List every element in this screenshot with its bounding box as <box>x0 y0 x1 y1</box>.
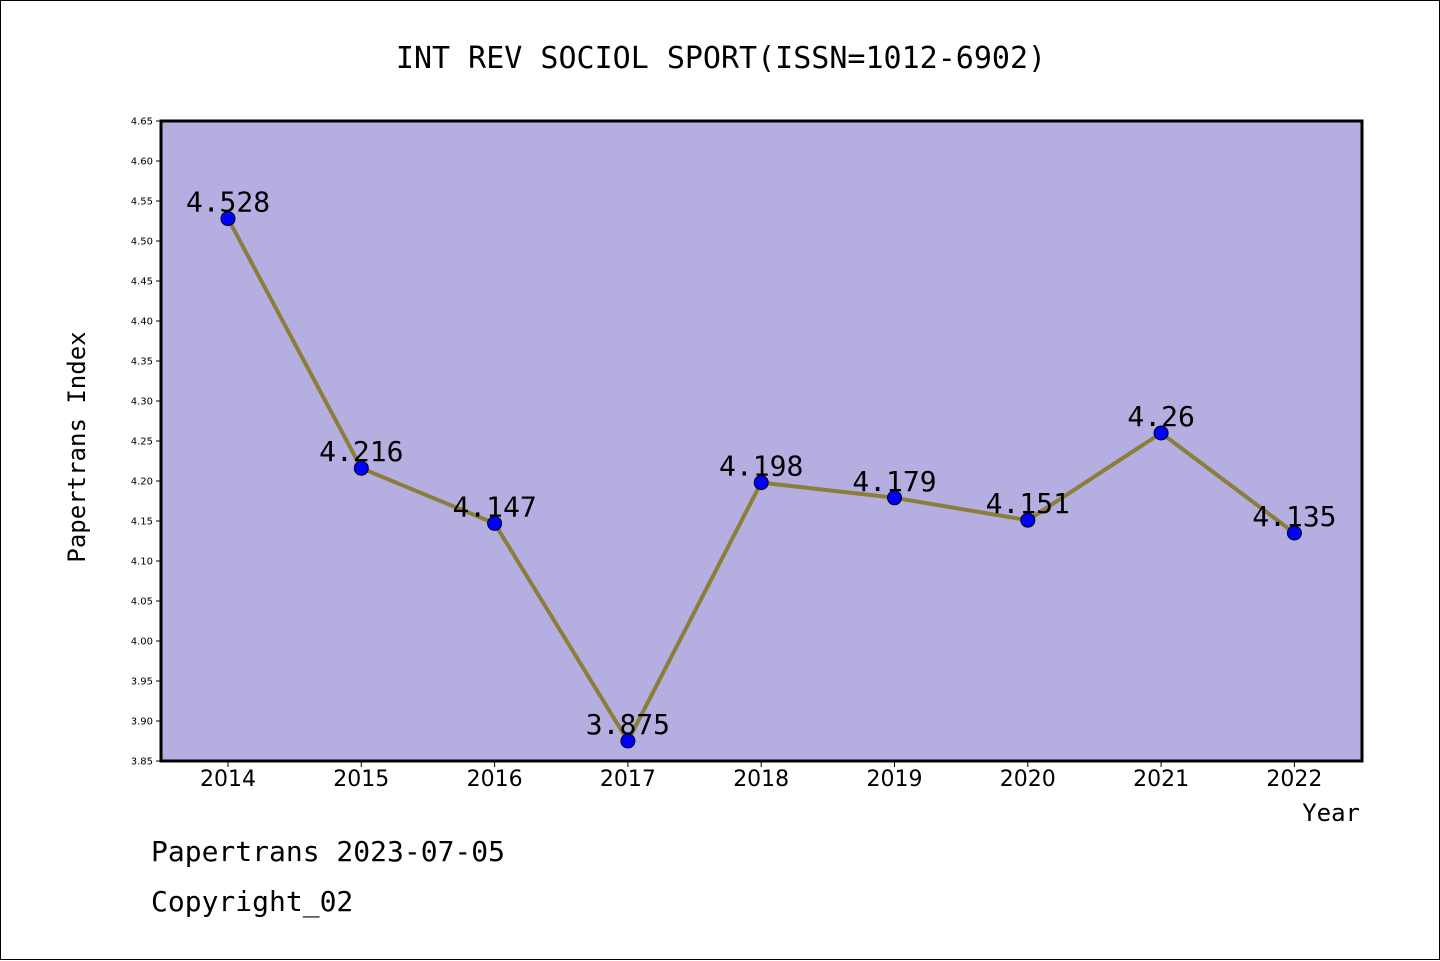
footer-date: Papertrans 2023-07-05 <box>151 835 506 868</box>
y-tick-label: 4.05 <box>131 597 153 608</box>
x-tick-label: 2022 <box>1266 767 1322 792</box>
y-tick-label: 4.65 <box>131 117 153 128</box>
data-point <box>487 515 503 531</box>
y-tick-label: 3.85 <box>131 757 153 768</box>
y-tick-label: 4.30 <box>131 397 153 408</box>
y-tick-label: 4.35 <box>131 357 153 368</box>
data-label: 4.135 <box>1252 500 1336 533</box>
footer-copyright: Copyright_02 <box>151 885 354 918</box>
plot-border <box>159 119 1364 763</box>
data-point <box>1153 425 1169 441</box>
data-label: 4.216 <box>319 435 403 468</box>
x-tick-label: 2019 <box>867 767 923 792</box>
x-tick-label: 2016 <box>467 767 523 792</box>
x-tick-label: 2021 <box>1133 767 1189 792</box>
data-point <box>620 733 636 749</box>
y-tick-label: 4.40 <box>131 317 153 328</box>
plot-area <box>161 121 1362 761</box>
x-axis-label: Year <box>1302 799 1360 827</box>
data-point <box>1286 525 1302 541</box>
y-tick-label: 4.50 <box>131 237 153 248</box>
x-tick-label: 2020 <box>1000 767 1056 792</box>
data-label: 4.26 <box>1127 400 1194 433</box>
data-label: 4.528 <box>186 186 270 219</box>
x-tick-label: 2015 <box>333 767 389 792</box>
data-label: 4.198 <box>719 450 803 483</box>
y-tick-label: 4.00 <box>131 637 153 648</box>
data-label: 3.875 <box>586 708 670 741</box>
data-point <box>220 211 236 227</box>
data-label: 4.147 <box>452 490 536 523</box>
y-tick-label: 4.45 <box>131 277 153 288</box>
y-tick-label: 4.25 <box>131 437 153 448</box>
data-point <box>353 460 369 476</box>
data-label: 4.151 <box>986 487 1070 520</box>
data-point <box>887 490 902 506</box>
x-tick-label: 2018 <box>733 767 789 792</box>
y-tick-label: 4.10 <box>131 557 153 568</box>
y-tick-label: 4.60 <box>131 157 153 168</box>
data-point <box>753 475 769 491</box>
y-tick-label: 4.20 <box>131 477 153 488</box>
y-tick-label: 3.90 <box>131 717 153 728</box>
data-point <box>1020 512 1036 528</box>
chart-title: INT REV SOCIOL SPORT(ISSN=1012-6902) <box>396 41 1046 76</box>
x-tick-label: 2017 <box>600 767 656 792</box>
y-tick-label: 4.15 <box>131 517 153 528</box>
x-tick-label: 2014 <box>200 767 256 792</box>
data-label: 4.179 <box>852 465 936 498</box>
y-axis-label: Papertrans Index <box>63 331 91 562</box>
y-tick-label: 4.55 <box>131 197 153 208</box>
y-tick-label: 3.95 <box>131 677 153 688</box>
